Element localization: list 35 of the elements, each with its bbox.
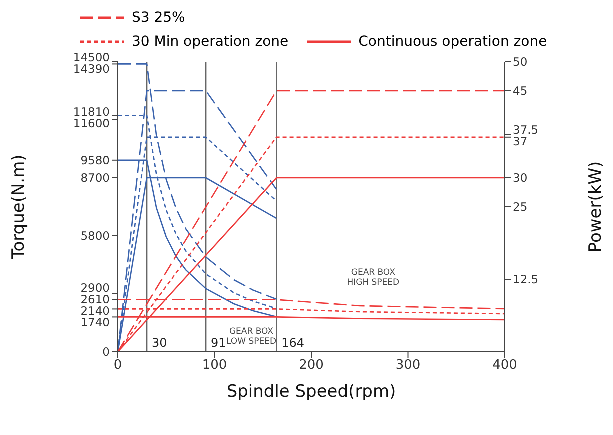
x-tick-label: 0 (114, 358, 122, 374)
x-tick-label: 400 (492, 358, 518, 374)
y2-tick-label: 12.5 (513, 272, 539, 286)
y2-tick-label: 37 (513, 134, 528, 149)
y-tick-label: 11810 (73, 105, 110, 120)
y-axis-title: Torque(N.m) (9, 154, 30, 260)
legend-label: Continuous operation zone (358, 34, 548, 50)
ref-line-label: 30 (152, 336, 168, 350)
y2-tick-label: 30 (513, 171, 528, 185)
y-tick-label: 2900 (80, 280, 110, 295)
legend-label: 30 Min operation zone (132, 34, 289, 50)
y-tick-label: 2610 (80, 292, 110, 306)
y-tick-label: 9580 (80, 153, 110, 168)
y-tick-label: 1740 (80, 315, 110, 330)
y2-tick-label: 25 (513, 200, 528, 214)
y-tick-label: 11600 (73, 116, 110, 131)
y-tick-label: 8700 (80, 171, 110, 185)
x-axis-title: Spindle Speed(rpm) (226, 382, 396, 402)
y-tick-label: 14500 (73, 50, 110, 64)
x-tick-label: 300 (396, 358, 421, 374)
y-tick-label: 2140 (80, 304, 110, 318)
x-tick-label: 100 (202, 358, 228, 374)
y2-tick-label: 37.5 (513, 123, 539, 138)
y2-axis-title: Power(kW) (586, 161, 606, 253)
y-tick-label: 14390 (73, 62, 110, 76)
ref-line-label: 91 (211, 336, 226, 350)
y-tick-label: 5800 (80, 229, 110, 243)
y2-tick-label: 45 (513, 84, 528, 98)
ref-line-label: 164 (282, 336, 305, 350)
legend-label: S3 25% (132, 10, 186, 26)
annotation: GEAR BOX HIGH SPEED (346, 268, 401, 288)
annotation: GEAR BOX LOW SPEED (226, 327, 277, 347)
y2-tick-label: 50 (513, 55, 528, 69)
x-tick-label: 200 (299, 358, 324, 374)
y-tick-label: 0 (102, 345, 110, 359)
